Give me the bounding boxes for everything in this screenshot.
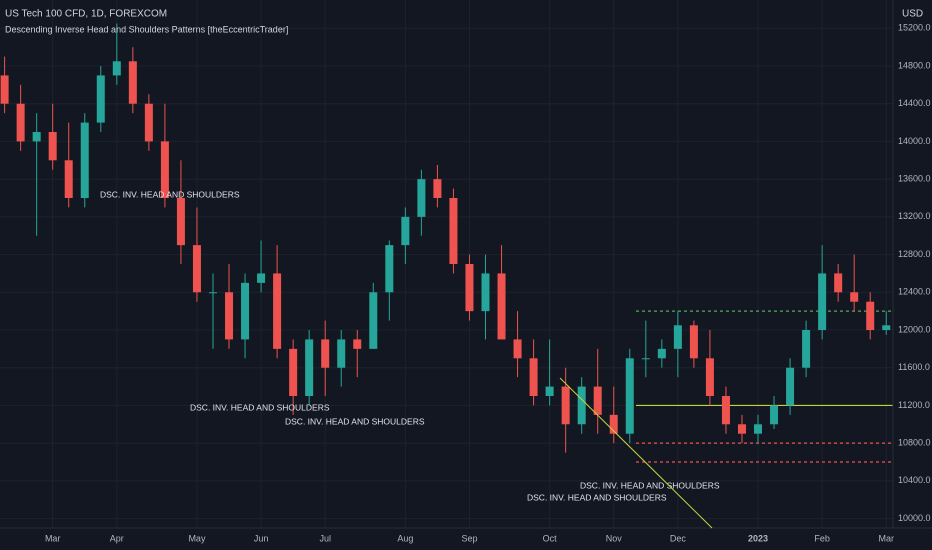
candle-body bbox=[882, 325, 891, 330]
x-tick-label: Apr bbox=[110, 533, 124, 543]
candle-body bbox=[337, 339, 346, 368]
candle-body bbox=[529, 358, 538, 396]
y-tick-label: 14400.0 bbox=[898, 98, 931, 108]
x-tick-label: Nov bbox=[606, 533, 623, 543]
y-tick-label: 13600.0 bbox=[898, 174, 931, 184]
y-tick-label: 11200.0 bbox=[898, 400, 930, 410]
x-tick-label: Mar bbox=[879, 533, 895, 543]
candle-body bbox=[754, 424, 763, 434]
candle-body bbox=[144, 103, 153, 142]
candle-body bbox=[802, 330, 811, 368]
candle-body bbox=[673, 325, 682, 349]
y-tick-label: 12800.0 bbox=[898, 249, 931, 259]
candle-body bbox=[481, 273, 490, 312]
candle-body bbox=[497, 273, 506, 340]
y-tick-label: 10400.0 bbox=[898, 475, 931, 485]
candle-body bbox=[449, 198, 458, 264]
candle-body bbox=[176, 198, 185, 246]
x-tick-label: Oct bbox=[543, 533, 558, 543]
pattern-label: DSC. INV. HEAD AND SHOULDERS bbox=[190, 402, 330, 412]
x-tick-label: Mar bbox=[45, 533, 61, 543]
candle-body bbox=[160, 141, 169, 198]
candle-body bbox=[561, 386, 570, 425]
candle-body bbox=[96, 75, 105, 123]
candle-body bbox=[609, 414, 618, 434]
x-tick-label: Jul bbox=[319, 533, 331, 543]
candle-body bbox=[834, 273, 843, 293]
candle-body bbox=[577, 386, 586, 425]
candle-body bbox=[385, 245, 394, 293]
x-tick-label: Sep bbox=[461, 533, 477, 543]
candle-body bbox=[625, 358, 634, 434]
x-tick-label: Jun bbox=[254, 533, 269, 543]
candle-body bbox=[128, 61, 137, 104]
candle-body bbox=[48, 132, 57, 161]
candle-body bbox=[208, 292, 217, 294]
candle-body bbox=[305, 339, 314, 396]
chart-subtitle: Descending Inverse Head and Shoulders Pa… bbox=[5, 24, 288, 34]
candle-body bbox=[401, 216, 410, 246]
candle-body bbox=[465, 264, 474, 312]
candle-body bbox=[657, 348, 666, 359]
x-tick-label: Aug bbox=[397, 533, 413, 543]
candle-body bbox=[112, 61, 121, 76]
pattern-label: DSC. INV. HEAD AND SHOULDERS bbox=[285, 416, 425, 426]
pattern-label: DSC. INV. HEAD AND SHOULDERS bbox=[580, 480, 720, 490]
y-tick-label: 12000.0 bbox=[898, 324, 931, 334]
y-tick-label: 10800.0 bbox=[898, 438, 931, 448]
candle-body bbox=[545, 386, 554, 396]
candle-body bbox=[866, 301, 875, 330]
pattern-label: DSC. INV. HEAD AND SHOULDERS bbox=[100, 189, 240, 199]
y-tick-label: 13200.0 bbox=[898, 211, 931, 221]
candle-body bbox=[257, 273, 266, 283]
trend-line bbox=[559, 377, 713, 529]
candle-body bbox=[32, 132, 41, 142]
candle-body bbox=[353, 339, 362, 349]
candle-body bbox=[417, 179, 426, 217]
y-tick-label: 14800.0 bbox=[898, 60, 931, 70]
candle-body bbox=[689, 325, 698, 359]
candle-body bbox=[721, 396, 730, 425]
currency: USD bbox=[902, 9, 923, 20]
x-tick-label: Feb bbox=[814, 533, 830, 543]
x-tick-label: Dec bbox=[670, 533, 687, 543]
candle-body bbox=[641, 358, 650, 360]
candle-body bbox=[273, 273, 282, 349]
candle-body bbox=[80, 122, 89, 198]
y-tick-label: 15200.0 bbox=[898, 23, 931, 33]
chart-title: US Tech 100 CFD, 1D, FOREXCOM bbox=[5, 9, 167, 20]
x-tick-label: 2023 bbox=[748, 533, 768, 543]
candle-body bbox=[818, 273, 827, 330]
candle-body bbox=[16, 103, 25, 142]
candle-body bbox=[850, 292, 859, 302]
y-tick-label: 10000.0 bbox=[898, 513, 931, 523]
candle-body bbox=[241, 282, 250, 340]
candle-body bbox=[64, 160, 73, 198]
candle-body bbox=[0, 75, 9, 104]
candle-body bbox=[513, 339, 522, 359]
candle-body bbox=[433, 179, 442, 198]
y-tick-label: 14000.0 bbox=[898, 136, 931, 146]
candle-body bbox=[593, 386, 602, 415]
candle-body bbox=[225, 292, 234, 340]
candle-body bbox=[770, 405, 779, 425]
y-tick-label: 12400.0 bbox=[898, 287, 931, 297]
pattern-label: DSC. INV. HEAD AND SHOULDERS bbox=[527, 492, 667, 502]
x-tick-label: May bbox=[188, 533, 206, 543]
candle-body bbox=[369, 292, 378, 349]
candle-body bbox=[705, 358, 714, 396]
candle-body bbox=[289, 348, 298, 396]
y-tick-label: 11600.0 bbox=[898, 362, 930, 372]
candle-body bbox=[192, 245, 201, 293]
candle-body bbox=[786, 367, 795, 406]
candle-body bbox=[321, 339, 330, 368]
candle-body bbox=[737, 424, 746, 434]
